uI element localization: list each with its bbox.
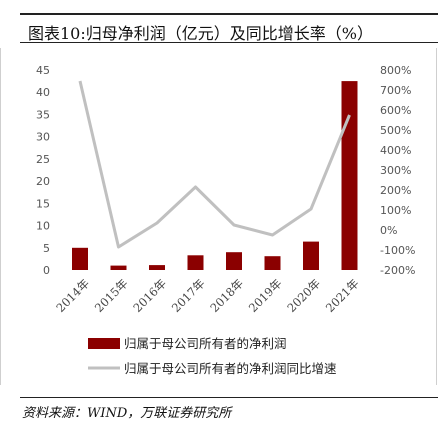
x-tick-label: 2021年 [323, 276, 362, 315]
right-tick-label: 600% [380, 104, 411, 117]
source-note: 资料来源：WIND，万联证券研究所 [22, 406, 232, 421]
x-tick-label: 2017年 [169, 276, 208, 315]
x-tick-label: 2014年 [53, 276, 92, 315]
title-bar: 图表10:归母净利润（亿元）及同比增长率（%） [20, 13, 438, 43]
right-tick-label: 700% [380, 84, 411, 97]
right-tick-label: 0% [380, 224, 397, 237]
legend-label-bar: 归属于母公司所有者的净利润 [124, 336, 287, 351]
chart-title: 图表10:归母净利润（亿元）及同比增长率（%） [28, 24, 373, 43]
left-tick-label: 25 [36, 153, 50, 166]
frame-left-border [0, 48, 1, 385]
left-tick-label: 40 [36, 86, 50, 99]
x-tick-label: 2019年 [246, 276, 285, 315]
x-tick-label: 2015年 [92, 276, 131, 315]
frame-right-border [436, 48, 437, 385]
right-tick-label: -100% [380, 244, 415, 257]
right-tick-label: 300% [380, 164, 411, 177]
left-tick-label: 0 [43, 264, 50, 277]
bar-2021年 [341, 81, 358, 270]
right-tick-label: 800% [380, 64, 411, 77]
left-tick-label: 10 [36, 220, 50, 233]
right-tick-label: 400% [380, 144, 411, 157]
left-tick-label: 30 [36, 131, 50, 144]
bar-2014年 [72, 247, 88, 270]
bar-2017年 [187, 255, 204, 270]
left-tick-label: 35 [36, 108, 50, 121]
x-tick-label: 2016年 [130, 276, 169, 315]
growth-line [78, 80, 351, 249]
right-tick-label: -200% [380, 264, 415, 277]
legend-swatch-bar [88, 338, 120, 349]
left-tick-label: 45 [36, 64, 50, 77]
bar-2016年 [149, 265, 165, 270]
bar-2020年 [303, 241, 319, 270]
bar-2018年 [226, 252, 242, 270]
bar-2019年 [264, 256, 281, 270]
right-tick-label: 100% [380, 204, 411, 217]
x-tick-label: 2020年 [284, 276, 323, 315]
x-tick-label: 2018年 [207, 276, 246, 315]
left-tick-label: 5 [43, 242, 50, 255]
bar-2015年 [110, 265, 127, 270]
right-tick-label: 500% [380, 124, 411, 137]
left-tick-label: 15 [36, 197, 50, 210]
legend-label-line: 归属于母公司所有者的净利润同比增速 [124, 361, 337, 376]
right-tick-label: 200% [380, 184, 411, 197]
frame-bottom-rule [20, 397, 438, 398]
left-tick-label: 20 [36, 175, 50, 188]
